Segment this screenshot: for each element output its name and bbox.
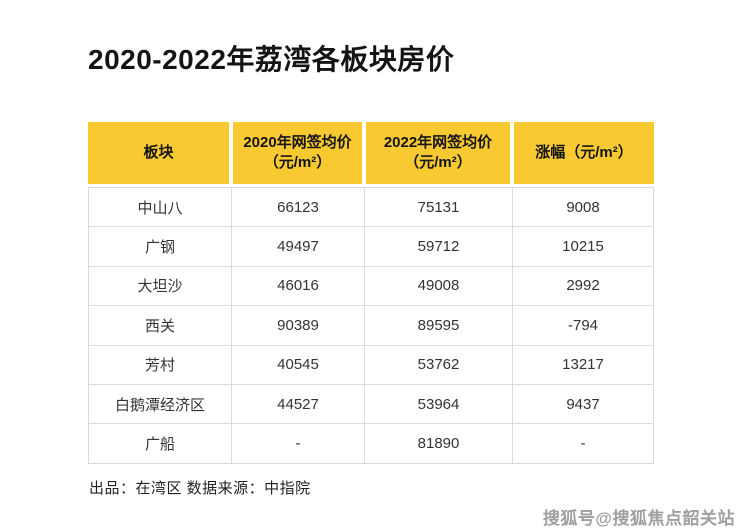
watermark-sohu: 搜狐号@搜狐焦点韶关站 <box>542 509 735 528</box>
table-header-row: 板块 2020年网签均价 （元/m²） 2022年网签均价 （元/m²） 涨幅（… <box>88 122 654 184</box>
cell-2022-price: 49008 <box>365 266 513 306</box>
header-label: 板块 <box>143 144 174 161</box>
cell-2022-price: 53964 <box>365 384 513 424</box>
cell-2022-price: 53762 <box>365 345 513 384</box>
cell-2022-price: 81890 <box>365 424 513 463</box>
cell-2020-price: 66123 <box>232 188 365 227</box>
table-row: 大坦沙 46016 49008 2992 <box>89 266 653 307</box>
cell-block-name: 大坦沙 <box>89 266 232 306</box>
cell-increase: -794 <box>567 316 599 334</box>
cell-increase: 10215 <box>562 238 604 256</box>
header-unit: （元/m²） <box>263 154 332 171</box>
cell-block-name: 西关 <box>89 306 232 345</box>
cell-block-name: 白鹅潭经济区 <box>89 384 232 424</box>
cell-2022-price: 75131 <box>365 188 513 227</box>
cell-block-name: 广船 <box>89 424 232 463</box>
cell-2022-price: 89595 <box>365 306 513 345</box>
header-cell-block: 板块 <box>88 122 229 184</box>
source-note: 出品：在湾区 数据来源：中指院 <box>89 480 311 497</box>
cell-2020-price: - <box>232 424 365 463</box>
table-row: 芳村 40545 53762 13217 <box>89 345 653 385</box>
header-label: 涨幅（元/m²） <box>535 144 633 161</box>
table-row: 广船 - 81890 - <box>89 424 653 463</box>
table-row: 西关 90389 89595 -794 <box>89 306 653 346</box>
price-table: 板块 2020年网签均价 （元/m²） 2022年网签均价 （元/m²） 涨幅（… <box>88 122 654 464</box>
table-row: 中山八 66123 75131 9008 <box>89 188 653 228</box>
header-cell-2022-price: 2022年网签均价 （元/m²） <box>366 122 510 184</box>
cell-2020-price: 90389 <box>232 306 365 345</box>
page-title: 2020-2022年荔湾各板块房价 <box>88 44 455 75</box>
cell-increase: 9008 <box>566 198 600 216</box>
table-body: 中山八 66123 75131 9008 广钢 49497 59712 1021… <box>88 187 654 464</box>
cell-2020-price: 40545 <box>232 345 365 384</box>
cell-increase: 2992 <box>566 277 600 295</box>
cell-block-name: 中山八 <box>89 188 232 227</box>
cell-increase: 9437 <box>566 395 600 413</box>
cell-2020-price: 46016 <box>232 266 365 306</box>
header-label: 2022年网签均价 <box>383 134 493 151</box>
header-label: 2020年网签均价 <box>243 134 352 151</box>
header-unit: （元/m²） <box>404 154 472 171</box>
cell-2022-price: 59712 <box>365 227 513 266</box>
cell-2020-price: 49497 <box>232 227 365 266</box>
header-cell-2020-price: 2020年网签均价 （元/m²） <box>233 122 362 184</box>
table-row: 白鹅潭经济区 44527 53964 9437 <box>89 384 653 425</box>
cell-increase: - <box>580 435 586 453</box>
cell-block-name: 广钢 <box>89 227 232 266</box>
cell-block-name: 芳村 <box>89 345 232 384</box>
header-cell-increase: 涨幅（元/m²） <box>514 122 654 184</box>
cell-increase: 13217 <box>562 356 604 374</box>
cell-2020-price: 44527 <box>232 384 365 424</box>
table-row: 广钢 49497 59712 10215 <box>89 227 653 267</box>
